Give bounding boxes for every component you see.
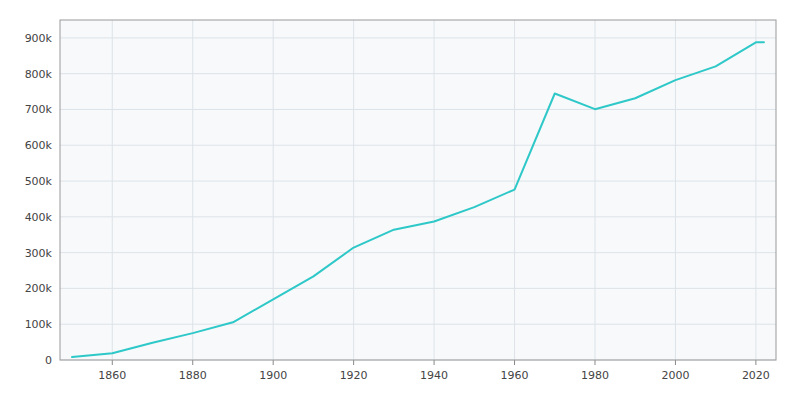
plot-frame [60, 20, 776, 360]
data-line [72, 42, 764, 357]
y-grid-line [60, 288, 776, 289]
y-tick-label: 300k [25, 247, 53, 260]
x-tick-mark [112, 360, 113, 365]
y-tick-label: 500k [25, 175, 53, 188]
y-tick-label: 0 [45, 354, 52, 367]
y-tick-label: 100k [25, 318, 53, 331]
y-grid-line [60, 109, 776, 110]
x-tick-label: 1980 [581, 369, 609, 382]
x-grid-line [594, 20, 595, 360]
x-tick-label: 2000 [661, 369, 689, 382]
x-grid-line [755, 20, 756, 360]
x-grid-line [112, 20, 113, 360]
y-grid-line [60, 145, 776, 146]
data-layer [72, 42, 764, 357]
x-tick-label: 1960 [501, 369, 529, 382]
y-grid-line [60, 216, 776, 217]
x-tick-label: 1940 [420, 369, 448, 382]
x-tick-label: 1860 [98, 369, 126, 382]
y-grid-line [60, 252, 776, 253]
x-grid-line [192, 20, 193, 360]
x-tick-mark [192, 360, 193, 365]
y-tick-label: 700k [25, 103, 53, 116]
x-grid-line [273, 20, 274, 360]
plot-background [60, 20, 776, 360]
x-tick-mark [514, 360, 515, 365]
y-tick-label: 900k [25, 32, 53, 45]
x-tick-mark [594, 360, 595, 365]
x-tick-mark [273, 360, 274, 365]
x-grid-line [434, 20, 435, 360]
x-tick-label: 1880 [179, 369, 207, 382]
x-grid-line [353, 20, 354, 360]
y-tick-label: 200k [25, 282, 53, 295]
chart-svg: 0 100k 200k 300k 400k 500k 600k 700k 800k 900k 186… [0, 0, 800, 400]
x-tick-label: 1920 [340, 369, 368, 382]
x-tick-label: 1900 [259, 369, 287, 382]
y-tick-label: 400k [25, 211, 53, 224]
y-grid-line [60, 37, 776, 38]
x-grid-line [675, 20, 676, 360]
y-axis: 0 100k 200k 300k 400k 500k 600k 700k 800k 900k [25, 32, 776, 367]
y-grid-line [60, 181, 776, 182]
x-tick-label: 2020 [742, 369, 770, 382]
y-tick-label: 600k [25, 139, 53, 152]
x-tick-mark [675, 360, 676, 365]
x-axis: 1860 1880 1900 1920 1940 1960 1980 2000 2020 [98, 20, 770, 382]
y-grid-line [60, 324, 776, 325]
y-tick-label: 800k [25, 68, 53, 81]
x-tick-mark [353, 360, 354, 365]
x-tick-mark [755, 360, 756, 365]
x-tick-mark [434, 360, 435, 365]
chart-container: 0 100k 200k 300k 400k 500k 600k 700k 800k 900k 186… [0, 0, 800, 400]
y-grid-line [60, 73, 776, 74]
